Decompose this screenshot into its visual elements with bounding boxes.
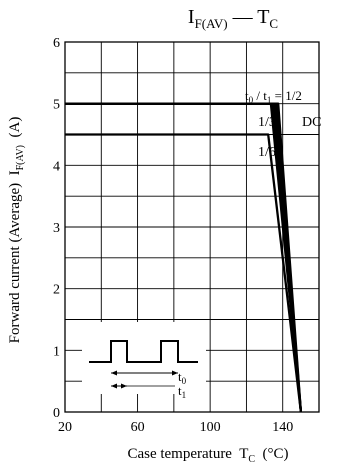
title-sub2: C [269, 16, 278, 31]
x-tick-label-2: 100 [200, 420, 221, 435]
pulse-inset: t0 t1 [82, 322, 206, 400]
tick-labels: 20 60 100 140 0 1 2 3 4 5 6 [53, 36, 293, 435]
inset-t1-label: t1 [178, 383, 186, 400]
series-line-4 [65, 102, 303, 413]
sixth-label: 1/6 [258, 145, 276, 160]
title-sep: — [228, 6, 258, 28]
ratio-annotation: t0 / t1 = 1/2 [245, 88, 302, 105]
third-label: 1/3 [258, 115, 276, 130]
t1-arrow-left [111, 383, 117, 389]
title-sub: F(AV) [195, 16, 228, 31]
y-tick-label-2: 2 [53, 283, 60, 298]
y-tick-label-4: 4 [53, 159, 60, 174]
dc-label: DC [302, 115, 321, 130]
y-tick-label-1: 1 [53, 344, 60, 359]
x-tick-label-1: 60 [131, 420, 145, 435]
plot-frame [64, 41, 320, 413]
t0-arrow-left [111, 370, 117, 376]
title-base2: T [257, 6, 269, 28]
series-lines [65, 102, 303, 413]
y-tick-label-6: 6 [53, 36, 60, 51]
pulse-waveform [89, 340, 198, 363]
inset-background [82, 322, 206, 394]
title-base: I [188, 6, 195, 28]
t1-arrow-right [121, 383, 127, 389]
t0-arrow-right [172, 370, 178, 376]
x-tick-label-0: 20 [58, 420, 72, 435]
y-tick-label-5: 5 [53, 98, 60, 113]
series-line-5 [65, 133, 303, 413]
y-axis-label: Forward current (Average) IF(AV) (A) [7, 117, 26, 344]
x-tick-label-3: 140 [272, 420, 293, 435]
x-axis-label: Case temperature TC (°C) [127, 446, 288, 465]
inset-t0-label: t0 [178, 369, 187, 386]
y-tick-label-3: 3 [53, 221, 60, 236]
y-tick-label-0: 0 [53, 406, 60, 421]
chart-title: IF(AV) — TC [188, 6, 278, 31]
